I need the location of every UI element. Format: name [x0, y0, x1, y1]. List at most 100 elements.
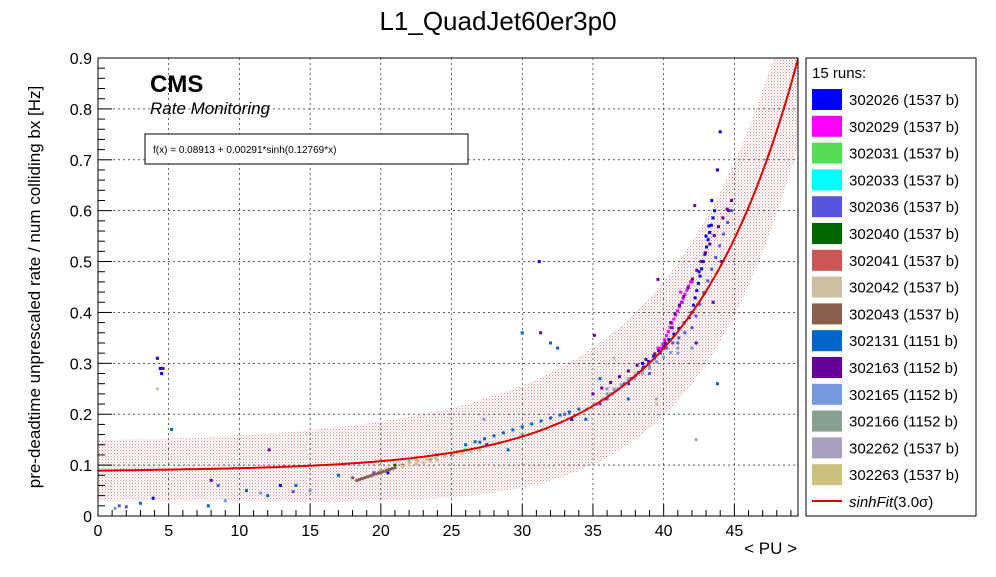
legend-fit-sigma: (3.0σ) — [893, 494, 933, 511]
legend-label: 302026 (1537 b) — [849, 92, 959, 109]
data-point — [450, 453, 454, 457]
data-point — [278, 483, 282, 487]
data-point — [216, 483, 220, 487]
y-tick-label: 0.5 — [70, 255, 92, 272]
legend-swatch — [812, 437, 842, 459]
data-point — [713, 209, 717, 213]
data-point — [170, 427, 174, 431]
data-point — [711, 216, 715, 220]
data-point — [653, 352, 657, 356]
data-point — [685, 288, 689, 292]
data-point — [537, 260, 541, 264]
data-point — [648, 364, 652, 368]
data-point — [715, 168, 719, 172]
data-point — [393, 466, 397, 470]
data-point — [676, 351, 680, 355]
data-point — [368, 474, 372, 478]
data-point — [676, 309, 680, 313]
data-point — [656, 346, 660, 350]
x-tick-label: 25 — [443, 523, 461, 540]
legend-swatch — [812, 142, 842, 164]
data-point — [677, 336, 681, 340]
legend-label: 302163 (1152 b) — [849, 360, 958, 377]
data-point — [308, 489, 312, 493]
rate-monitoring-label: Rate Monitoring — [150, 99, 271, 118]
data-point — [715, 382, 719, 386]
data-point — [708, 242, 712, 246]
data-point — [617, 375, 621, 379]
legend-swatch — [812, 223, 842, 244]
data-point — [730, 198, 734, 202]
data-point — [244, 489, 248, 493]
data-point — [425, 457, 429, 461]
data-point — [414, 462, 418, 466]
legend-swatch — [812, 330, 842, 352]
data-point — [626, 382, 630, 386]
data-point — [710, 267, 714, 271]
legend-swatch — [812, 249, 842, 271]
data-point — [626, 378, 630, 382]
data-point — [694, 314, 698, 318]
data-point — [563, 412, 567, 416]
data-point — [379, 470, 383, 474]
y-tick-label: 0.4 — [70, 305, 92, 322]
data-point — [648, 372, 652, 376]
data-point — [379, 468, 383, 472]
data-point — [655, 402, 659, 406]
data-point — [659, 351, 663, 355]
fit-formula-text: f(x) = 0.08913 + 0.00291*sinh(0.12769*x) — [153, 145, 336, 156]
data-point — [478, 440, 482, 444]
series-1 — [656, 280, 694, 350]
y-axis: 0 0.1 0.2 0.3 0.4 0.5 0.6 0.7 0.8 0.9 — [70, 51, 112, 526]
data-point — [206, 504, 210, 508]
data-point — [690, 346, 694, 350]
data-point — [682, 294, 686, 298]
data-point — [478, 448, 482, 452]
data-point — [612, 387, 616, 391]
data-point — [520, 425, 524, 429]
legend-swatch — [812, 169, 842, 191]
y-tick-label: 0.8 — [70, 102, 92, 119]
y-tick-label: 0 — [83, 509, 92, 526]
data-point — [435, 458, 439, 462]
data-point — [709, 223, 713, 227]
data-point — [720, 260, 724, 264]
data-point — [539, 331, 543, 335]
data-point — [670, 326, 674, 330]
data-point — [598, 402, 602, 406]
data-point — [223, 499, 227, 503]
data-point — [694, 341, 698, 345]
data-point — [385, 468, 389, 472]
data-point — [416, 459, 420, 463]
data-point — [414, 458, 418, 462]
data-point — [584, 417, 588, 421]
x-tick-label: 15 — [301, 523, 319, 540]
x-tick-label: 30 — [513, 523, 531, 540]
data-point — [501, 431, 505, 435]
data-point — [657, 349, 661, 353]
data-point — [393, 463, 397, 467]
data-point — [388, 467, 392, 471]
data-point — [372, 471, 376, 475]
data-point — [591, 392, 595, 396]
data-point — [656, 277, 660, 281]
data-point — [506, 448, 510, 452]
data-point — [549, 341, 553, 345]
legend-swatch — [812, 357, 842, 378]
chart-title: L1_QuadJet60er3p0 — [379, 6, 616, 36]
data-point — [355, 478, 359, 482]
data-point — [664, 334, 668, 338]
data-point — [530, 422, 534, 426]
legend-header: 15 runs: — [812, 65, 866, 82]
series-8 — [351, 466, 397, 482]
data-point — [485, 443, 489, 447]
y-tick-label: 0.7 — [70, 153, 92, 170]
data-point — [701, 260, 705, 264]
data-point — [695, 268, 699, 272]
data-point — [666, 330, 670, 334]
data-point — [266, 494, 270, 498]
legend-label: 302166 (1152 b) — [849, 414, 958, 431]
y-axis-label: pre-deadtime unprescaled rate / num coll… — [25, 86, 44, 489]
legend-label: 302040 (1537 b) — [849, 226, 959, 243]
